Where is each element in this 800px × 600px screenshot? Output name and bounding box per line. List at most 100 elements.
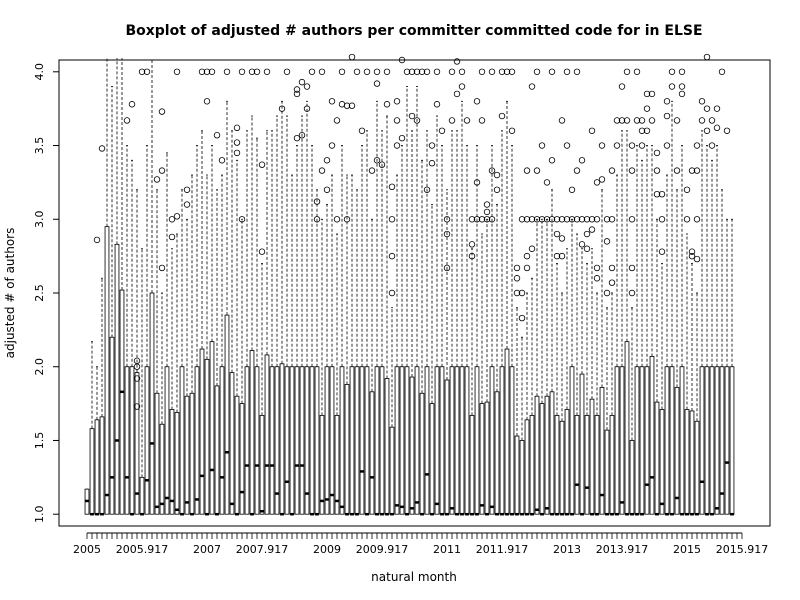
box-61: [383, 68, 391, 516]
box-33: [244, 130, 250, 515]
box-29: [223, 68, 231, 515]
box-rect: [419, 392, 425, 515]
box-90: [528, 83, 536, 516]
box-51: [333, 117, 341, 515]
box-rect: [299, 366, 305, 515]
outlier-point: [678, 90, 686, 98]
box-rect: [329, 366, 335, 515]
outlier-point: [443, 230, 451, 238]
box-103: [593, 179, 601, 516]
box-rect: [459, 366, 465, 515]
box-113: [643, 90, 651, 515]
box-rect: [484, 401, 490, 515]
outlier-point: [608, 264, 616, 272]
x-tick-label: 2015.917: [716, 543, 769, 556]
box-rect: [349, 366, 355, 515]
box-9: [123, 117, 131, 515]
outlier-point: [563, 142, 571, 149]
box-57: [363, 68, 371, 516]
box-115: [653, 149, 661, 516]
outlier-point: [528, 83, 536, 90]
outlier-point: [398, 134, 406, 142]
box-4: [98, 145, 106, 516]
box-rect: [289, 366, 295, 515]
box-20: [179, 189, 185, 516]
box-66: [408, 68, 416, 515]
outlier-point: [633, 68, 641, 75]
box-118: [668, 68, 676, 516]
box-108: [618, 83, 626, 515]
box-104: [598, 142, 606, 515]
box-25: [203, 68, 211, 516]
outlier-point: [638, 127, 646, 134]
outlier-point: [203, 68, 211, 75]
outlier-point: [373, 157, 381, 164]
outlier-point: [133, 375, 141, 382]
box-rect: [154, 392, 160, 515]
outlier-point: [618, 83, 626, 90]
outlier-point: [543, 179, 551, 186]
outlier-point: [513, 289, 521, 297]
outlier-point: [603, 216, 611, 223]
outlier-point: [608, 167, 616, 174]
outlier-point: [508, 127, 516, 134]
outlier-point: [703, 127, 711, 134]
outlier-point: [238, 216, 246, 223]
outlier-point: [458, 83, 466, 90]
outlier-point: [173, 68, 181, 75]
outlier-point: [548, 157, 556, 164]
box-15: [153, 176, 161, 515]
box-rect: [574, 414, 580, 515]
outlier-point: [698, 98, 706, 105]
outlier-point: [123, 117, 131, 124]
outlier-point: [388, 252, 396, 260]
box-36: [258, 161, 266, 515]
x-axis: 2005 2005.917 2007 2007.917 2009 2009.917 2011…: [73, 532, 769, 556]
x-axis-label: natural month: [371, 570, 457, 584]
outlier-point: [528, 245, 536, 252]
outlier-point: [628, 289, 636, 297]
outlier-point: [598, 142, 606, 149]
outlier-point: [488, 167, 496, 174]
box-rect: [129, 366, 135, 515]
box-92: [538, 142, 546, 516]
box-80: [478, 68, 486, 515]
outlier-point: [328, 142, 336, 149]
box-rect: [359, 366, 365, 515]
outlier-point: [413, 68, 421, 75]
box-1: [84, 488, 90, 515]
box-rect: [474, 366, 480, 515]
outlier-point: [368, 167, 376, 174]
box-rect: [239, 403, 245, 515]
box-rect: [589, 398, 595, 515]
outlier-point: [633, 117, 641, 124]
box-rect: [364, 366, 370, 515]
box-rect: [449, 366, 455, 515]
outlier-point: [298, 78, 306, 86]
outlier-point: [578, 157, 586, 164]
outlier-point: [683, 216, 691, 223]
box-43: [293, 86, 301, 515]
y-tick-label: 1.5: [33, 432, 46, 450]
outlier-point: [528, 216, 536, 223]
outlier-point: [558, 235, 566, 242]
box-rect: [429, 403, 435, 515]
box-rect: [689, 410, 695, 515]
outlier-point: [603, 238, 611, 245]
outlier-point: [708, 142, 716, 149]
box-7: [114, 58, 120, 515]
outlier-point: [598, 176, 606, 183]
box-rect: [604, 429, 610, 515]
box-99: [573, 68, 581, 515]
outlier-point: [173, 213, 181, 220]
outlier-point: [158, 264, 166, 272]
box-28: [218, 157, 226, 515]
box-rect: [384, 378, 390, 515]
box-rect: [209, 341, 215, 515]
outlier-point: [478, 68, 486, 75]
outlier-point: [303, 83, 311, 90]
outlier-point: [628, 142, 636, 149]
box-rect: [274, 366, 280, 515]
box-14: [149, 58, 155, 515]
box-86: [508, 68, 516, 516]
